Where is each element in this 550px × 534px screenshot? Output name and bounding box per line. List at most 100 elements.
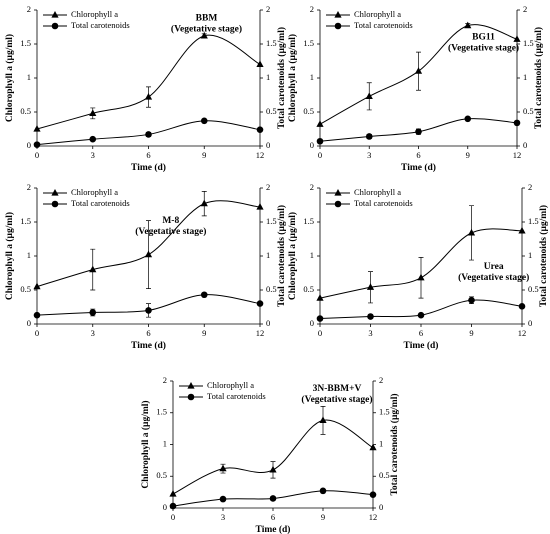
x-tick-label: 9 <box>202 150 206 160</box>
legend-label: Total carotenoids <box>207 391 266 401</box>
legend-marker <box>51 22 59 30</box>
point <box>269 465 277 473</box>
legend-label: Total carotenoids <box>354 198 413 208</box>
x-tick-label: 6 <box>146 328 150 338</box>
point <box>89 309 97 316</box>
axis-frame <box>319 188 523 325</box>
chart-subtitle: (Vegetative stage) <box>171 23 242 34</box>
x-tick-label: 0 <box>318 150 322 160</box>
chart-subtitle: (Vegetative stage) <box>458 272 529 283</box>
y-tick-label: 0.5 <box>303 106 314 116</box>
legend-marker <box>187 382 195 389</box>
legend-label: Chlorophyll a <box>354 9 401 19</box>
x-tick-label: 3 <box>367 150 371 160</box>
point <box>464 115 472 123</box>
point <box>513 119 521 127</box>
point <box>145 131 152 138</box>
y-tick-label: 1.5 <box>303 216 314 226</box>
y-tick-label: 1 <box>310 250 314 260</box>
x-tick-label: 12 <box>256 150 265 160</box>
legend-label: Total carotenoids <box>71 198 130 208</box>
y2-tick-label: 0.5 <box>379 470 390 480</box>
y2-axis-label: Total carotenoids (µg/ml) <box>276 205 287 307</box>
y2-tick-label: 1.5 <box>266 216 277 226</box>
point <box>256 126 264 133</box>
point <box>316 294 324 301</box>
chart-title: BG11 <box>472 32 495 42</box>
chart-subtitle: (Vegetative stage) <box>448 42 519 53</box>
point <box>316 315 324 322</box>
point <box>367 313 374 320</box>
x-tick-label: 3 <box>91 328 95 338</box>
x-tick-label: 12 <box>369 512 378 522</box>
x-tick-label: 9 <box>321 512 325 522</box>
point <box>319 487 327 495</box>
point <box>89 109 97 116</box>
point <box>518 226 526 234</box>
chart-title: M-8 <box>162 216 179 226</box>
y-tick-label: 0.5 <box>156 470 167 480</box>
y-tick-label: 2 <box>310 4 314 14</box>
y2-tick-label: 1.5 <box>379 407 390 417</box>
y-tick-label: 2 <box>163 375 167 385</box>
point <box>33 141 41 148</box>
y2-tick-label: 0.5 <box>528 284 539 294</box>
x-tick-label: 6 <box>419 328 423 338</box>
y-tick-label: 0.5 <box>20 284 31 294</box>
point <box>145 307 152 314</box>
y-tick-label: 1 <box>27 72 31 82</box>
legend-label: Chlorophyll a <box>71 187 118 197</box>
point <box>518 303 526 310</box>
point <box>89 265 97 273</box>
series-line <box>172 419 374 495</box>
y2-tick-label: 0.5 <box>523 106 534 116</box>
point <box>316 137 324 145</box>
x-tick-label: 3 <box>368 328 372 338</box>
y2-tick-label: 2 <box>523 4 527 14</box>
y2-tick-label: 2 <box>266 182 270 192</box>
point <box>365 92 373 99</box>
point <box>144 250 153 258</box>
x-tick-label: 9 <box>469 328 473 338</box>
y-tick-label: 1.5 <box>303 38 314 48</box>
y2-tick-label: 1.5 <box>528 216 539 226</box>
x-tick-label: 0 <box>35 150 39 160</box>
legend-marker <box>334 22 342 30</box>
x-tick-label: 9 <box>466 150 470 160</box>
point <box>256 300 264 307</box>
y2-tick-label: 0 <box>379 502 383 512</box>
chart-subtitle: (Vegetative stage) <box>135 226 206 237</box>
point <box>464 21 472 29</box>
point <box>513 35 521 42</box>
y2-tick-label: 1 <box>266 250 270 260</box>
point <box>219 464 227 472</box>
point <box>200 199 208 207</box>
y-tick-label: 0 <box>27 318 31 328</box>
legend-label: Chlorophyll a <box>207 380 254 390</box>
y-tick-label: 2 <box>27 4 31 14</box>
legend-label: Chlorophyll a <box>71 9 118 19</box>
y-axis-label: Chlorophyll a (µg/ml) <box>140 400 151 488</box>
y-tick-label: 2 <box>310 182 314 192</box>
chart-title: Urea <box>484 262 504 272</box>
point <box>219 495 227 503</box>
chart-title: BBM <box>196 13 218 23</box>
legend-marker <box>51 200 59 208</box>
chart-title: 3N-BBM+V <box>313 384 362 394</box>
y-tick-label: 1.5 <box>20 38 31 48</box>
y2-tick-label: 0 <box>528 318 532 328</box>
x-axis-label: Time (d) <box>256 524 291 534</box>
x-tick-label: 6 <box>271 512 275 522</box>
point <box>200 291 208 299</box>
y-axis-label: Chlorophyll a (µg/ml) <box>287 34 298 122</box>
y2-tick-label: 1 <box>266 72 270 82</box>
y-axis-label: Chlorophyll a (µg/ml) <box>4 212 15 300</box>
y-tick-label: 1 <box>163 438 167 448</box>
y2-tick-label: 0.5 <box>266 284 277 294</box>
x-tick-label: 3 <box>91 150 95 160</box>
x-tick-label: 9 <box>202 328 206 338</box>
x-tick-label: 6 <box>416 150 420 160</box>
x-axis-label: Time (d) <box>131 340 166 351</box>
y-axis-label: Chlorophyll a (µg/ml) <box>4 34 15 122</box>
y2-tick-label: 0 <box>266 318 270 328</box>
